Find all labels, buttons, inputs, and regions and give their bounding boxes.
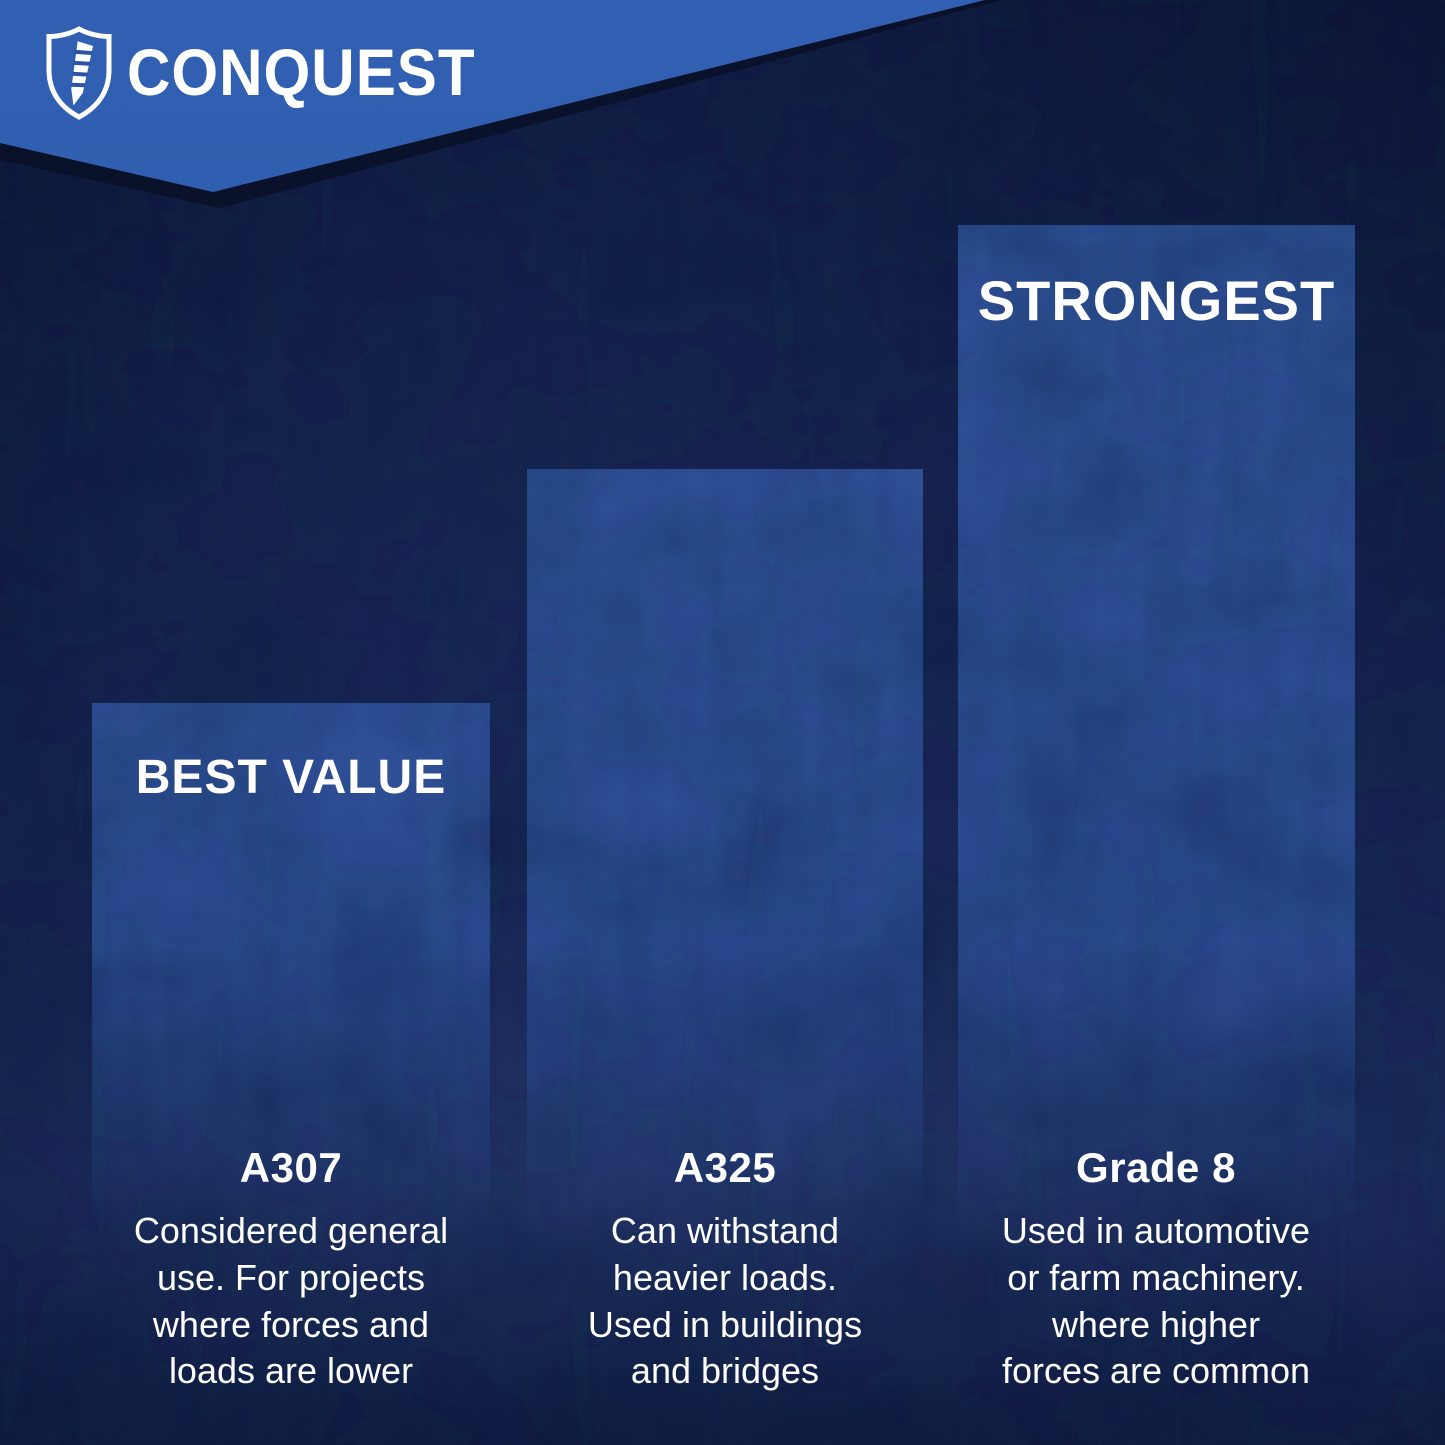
- label-column-grade8: Grade 8 Used in automotive or farm machi…: [941, 1144, 1371, 1395]
- brand-name: CONQUEST: [127, 36, 476, 110]
- column-title: A325: [673, 1144, 777, 1191]
- column-title: Grade 8: [1076, 1144, 1236, 1191]
- brand-logo: CONQUEST: [45, 26, 486, 120]
- label-column-a307: A307 Considered general use. For project…: [76, 1144, 506, 1395]
- column-title: A307: [239, 1144, 343, 1191]
- shield-screw-icon: [46, 26, 112, 120]
- column-description: Used in automotive or farm machinery. wh…: [1001, 1210, 1311, 1392]
- badge-best-value: BEST VALUE: [135, 751, 447, 804]
- badge-strongest: STRONGEST: [977, 269, 1336, 332]
- column-description: Considered general use. For projects whe…: [133, 1210, 449, 1392]
- label-column-a325: A325 Can withstand heavier loads. Used i…: [510, 1144, 940, 1395]
- column-description: Can withstand heavier loads. Used in bui…: [587, 1210, 863, 1392]
